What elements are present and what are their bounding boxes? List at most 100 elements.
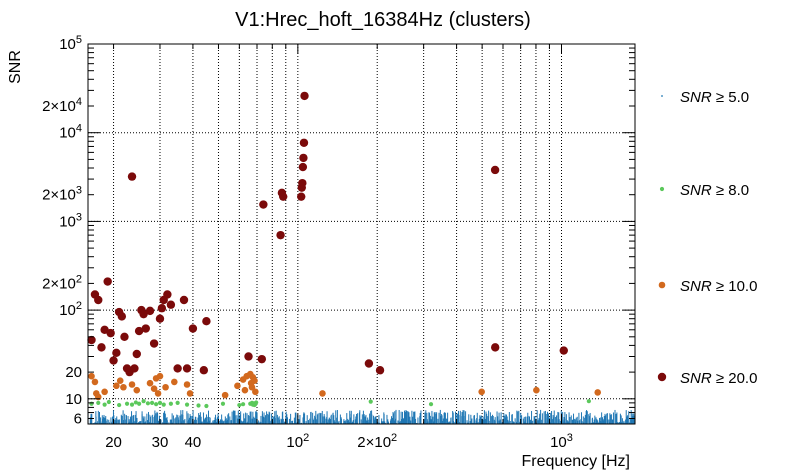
data-point (128, 381, 136, 388)
y-tick-label: 6 (74, 410, 82, 427)
data-point (129, 402, 135, 407)
legend-marker (661, 95, 663, 97)
data-point (145, 401, 151, 406)
data-point (179, 295, 189, 305)
data-point (199, 366, 209, 375)
data-point (221, 391, 229, 399)
y-tick-label: 2×103 (42, 185, 82, 204)
legend-label: SNR ≥ 8.0 (680, 182, 749, 199)
data-point (586, 399, 591, 404)
legend-item: SNR ≥ 10.0 (658, 278, 757, 295)
data-point (186, 390, 194, 397)
y-tick-label: 104 (59, 123, 82, 142)
data-point (161, 402, 166, 407)
data-point (279, 192, 288, 201)
data-point (157, 400, 163, 405)
legend-item: SNR ≥ 5.0 (661, 89, 749, 106)
data-point (139, 309, 148, 319)
data-point (168, 401, 173, 406)
data-point (428, 402, 434, 407)
data-point (490, 165, 500, 175)
data-point (101, 388, 108, 396)
chart-title: V1:Hrec_hoft_16384Hz (clusters) (235, 9, 531, 31)
data-point (149, 339, 159, 348)
data-point (141, 399, 146, 404)
data-point (112, 348, 121, 358)
x-tick-label: 103 (550, 432, 573, 451)
series-2 (89, 399, 591, 409)
x-tick-label: 40 (185, 434, 202, 451)
legend-marker (659, 186, 665, 192)
data-point (145, 306, 155, 316)
data-point (141, 324, 150, 333)
grid-lines (88, 44, 635, 424)
data-point (491, 343, 500, 352)
data-point (149, 400, 155, 405)
axis-ticks: 20 30 40 102 2×102 103 6 10 20 102 2×102 103 2×103 10… (42, 34, 635, 451)
data-point (153, 402, 159, 407)
data-point (134, 326, 144, 336)
data-point (117, 402, 122, 408)
y-tick-label: 20 (65, 364, 82, 381)
data-point (137, 401, 142, 406)
data-point (94, 295, 103, 305)
data-point (184, 402, 190, 407)
legend-marker (658, 281, 666, 289)
data-point (146, 379, 154, 387)
data-point (97, 343, 106, 352)
data-point (113, 382, 120, 390)
data-point (89, 401, 94, 406)
data-point (120, 332, 129, 342)
data-point (127, 172, 137, 181)
x-tick-label: 102 (286, 432, 309, 451)
legend-item: SNR ≥ 20.0 (657, 370, 757, 387)
legend-marker (657, 372, 667, 382)
data-point (368, 399, 373, 404)
data-point (133, 400, 138, 405)
data-point (364, 359, 374, 368)
data-point (163, 290, 172, 299)
data-point (298, 162, 308, 172)
data-point (102, 402, 107, 407)
data-point (117, 312, 127, 321)
x-axis-label: Frequency [Hz] (522, 453, 630, 470)
series-snr-5 (87, 409, 636, 424)
y-tick-label: 105 (59, 34, 82, 53)
legend-label: SNR ≥ 10.0 (680, 278, 757, 295)
data-point (196, 403, 201, 408)
data-point (96, 400, 101, 405)
data-point (109, 356, 118, 365)
data-point (559, 346, 568, 355)
y-tick-label: 2×102 (42, 273, 82, 292)
data-point (166, 300, 176, 309)
data-point (252, 388, 259, 396)
data-point (241, 402, 246, 407)
data-point (150, 385, 158, 393)
data-point (124, 401, 130, 406)
data-point (88, 372, 95, 380)
data-point (154, 390, 162, 397)
series-4 (87, 91, 568, 377)
data-point (157, 304, 167, 313)
data-point (259, 200, 268, 209)
data-point (103, 277, 112, 286)
data-point (244, 352, 253, 361)
data-point (241, 386, 249, 394)
data-point (234, 382, 241, 390)
data-point (116, 377, 124, 385)
data-point (297, 192, 306, 201)
data-point (87, 335, 96, 345)
data-point (533, 386, 540, 394)
legend-item: SNR ≥ 8.0 (659, 182, 749, 199)
plot-frame (87, 43, 636, 425)
data-point (162, 383, 169, 391)
data-point (375, 366, 385, 375)
data-point (183, 381, 191, 388)
y-tick-label: 102 (59, 300, 82, 319)
data-point (300, 91, 309, 101)
data-point (299, 153, 308, 163)
y-tick-label: 2×104 (42, 96, 82, 115)
x-tick-label: 2×102 (357, 432, 397, 451)
data-point (106, 399, 111, 405)
